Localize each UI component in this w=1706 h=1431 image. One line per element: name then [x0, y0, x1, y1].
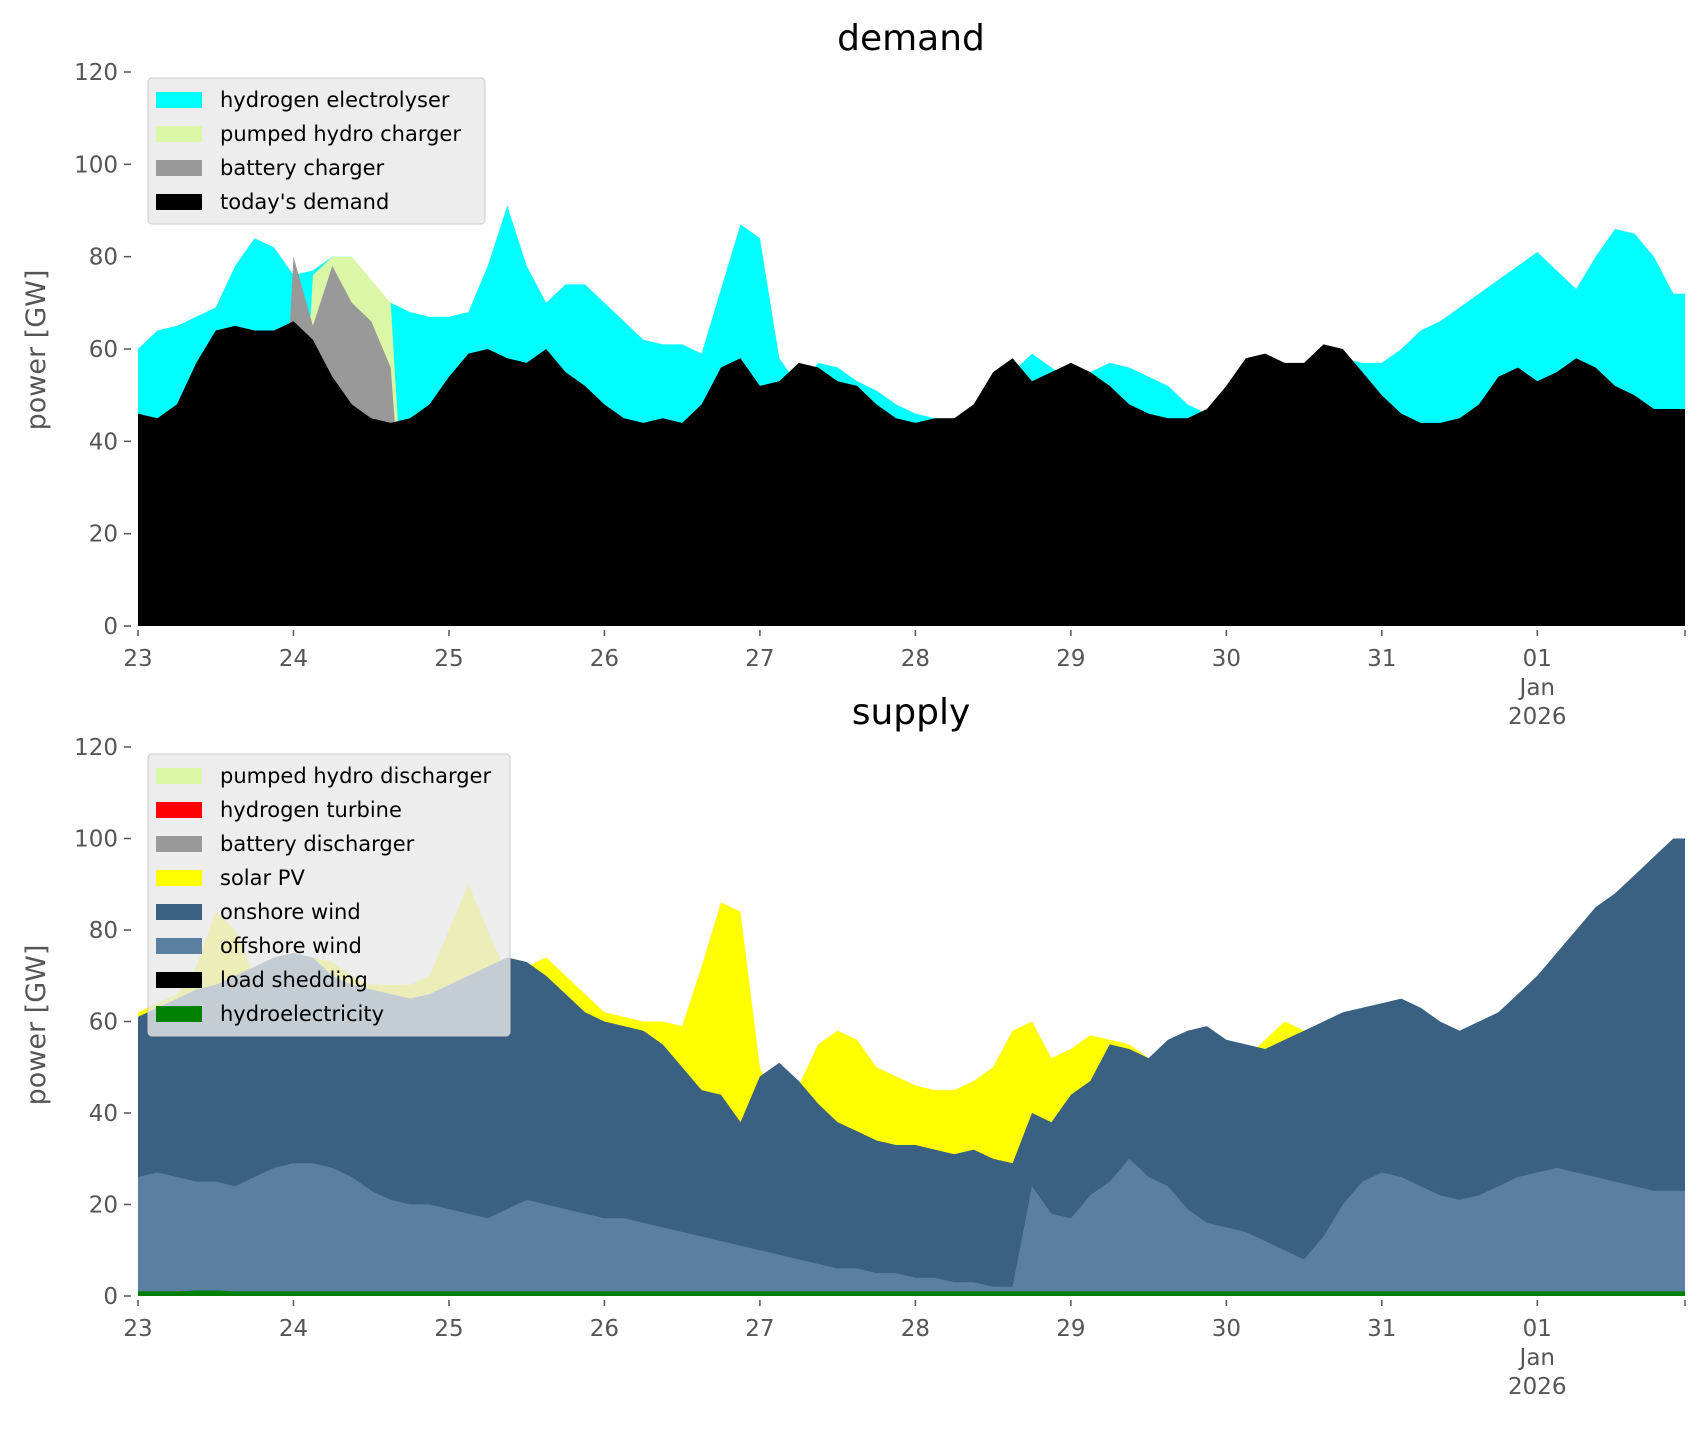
- x-tick-label: 25: [434, 646, 463, 672]
- legend-swatch-pumped-hydro-charger: [156, 126, 202, 142]
- x-tick-label: 29: [1056, 646, 1085, 672]
- y-tick-label: 0: [103, 1284, 118, 1310]
- x-tick-month-label: Jan: [1518, 1345, 1555, 1371]
- demand-areas: [138, 205, 1685, 626]
- x-tick-label: 30: [1212, 1316, 1241, 1342]
- area-today-s-demand: [138, 321, 1685, 626]
- y-tick-label: 20: [89, 522, 118, 548]
- legend-box: [147, 77, 486, 225]
- x-tick-label: 24: [279, 646, 308, 672]
- supply-legend: pumped hydro discharger hydrogen turbine b…: [147, 753, 511, 1037]
- x-tick-label: 26: [590, 646, 619, 672]
- x-tick-label: 01: [1523, 646, 1552, 672]
- y-tick-label: 60: [89, 1010, 118, 1036]
- supply-title: supply: [852, 692, 971, 733]
- y-tick-label: 100: [74, 827, 118, 853]
- x-tick-label: 23: [123, 1316, 152, 1342]
- x-tick-month-label: Jan: [1518, 675, 1555, 701]
- y-tick-label: 60: [89, 337, 118, 363]
- x-tick-year-label: 2026: [1508, 1374, 1567, 1400]
- demand-y-axis: 0 20 40 60 80 100 120: [74, 60, 131, 640]
- y-tick-label: 100: [74, 152, 118, 178]
- x-tick-label: 01: [1523, 1316, 1552, 1342]
- supply-y-axis-label: power [GW]: [21, 945, 52, 1106]
- legend-swatch-load-shedding: [156, 972, 202, 988]
- x-tick-label: 29: [1056, 1316, 1085, 1342]
- legend-label-onshore-wind: onshore wind: [220, 900, 361, 924]
- legend-label-load-shedding: load shedding: [220, 968, 368, 992]
- legend-label-pumped-hydro-charger: pumped hydro charger: [220, 122, 461, 146]
- x-tick-label: 31: [1367, 646, 1396, 672]
- supply-y-axis: 0 20 40 60 80 100 120: [74, 735, 131, 1310]
- legend-swatch-hydrogen-turbine: [156, 802, 202, 818]
- legend-swatch-solar-pv: [156, 870, 202, 886]
- supply-areas: [138, 838, 1685, 1296]
- area-offshore-wind: [138, 1158, 1685, 1296]
- demand-panel: demand 0 20 40 60 80 100 120 23 24 25 26 27 28 29 30 3…: [21, 18, 1686, 730]
- legend-label-hydrogen-turbine: hydrogen turbine: [220, 798, 402, 822]
- legend-label-pumped-hydro-discharger: pumped hydro discharger: [220, 764, 491, 788]
- y-tick-label: 40: [89, 429, 118, 455]
- legend-label-battery-charger: battery charger: [220, 156, 385, 180]
- x-tick-label: 27: [745, 1316, 774, 1342]
- x-tick-label: 24: [279, 1316, 308, 1342]
- y-tick-label: 120: [74, 60, 118, 86]
- y-tick-label: 80: [89, 245, 118, 271]
- demand-legend: hydrogen electrolyser pumped hydro charge…: [147, 77, 486, 225]
- x-tick-label: 25: [434, 1316, 463, 1342]
- legend-swatch-hydroelectricity: [156, 1006, 202, 1022]
- y-tick-label: 0: [103, 614, 118, 640]
- y-tick-label: 20: [89, 1193, 118, 1219]
- supply-panel: supply 0 20 40 60 80 100 120 23 24 25 26 27 28 29 30 3…: [21, 692, 1686, 1400]
- demand-x-axis: 23 24 25 26 27 28 29 30 31 01 Jan 2026: [123, 630, 1686, 730]
- x-tick-label: 23: [123, 646, 152, 672]
- legend-swatch-battery-charger: [156, 160, 202, 176]
- x-tick-label: 26: [590, 1316, 619, 1342]
- legend-swatch-battery-discharger: [156, 836, 202, 852]
- y-tick-label: 40: [89, 1101, 118, 1127]
- y-tick-label: 80: [89, 918, 118, 944]
- x-tick-label: 27: [745, 646, 774, 672]
- demand-title: demand: [837, 18, 985, 59]
- x-tick-label: 31: [1367, 1316, 1396, 1342]
- area-onshore-wind: [138, 838, 1685, 1296]
- legend-label-offshore-wind: offshore wind: [220, 934, 362, 958]
- legend-swatch-pumped-hydro-discharger: [156, 768, 202, 784]
- y-tick-label: 120: [74, 735, 118, 761]
- legend-box: [147, 753, 511, 1037]
- legend-label-today-s-demand: today's demand: [220, 190, 389, 214]
- legend-label-battery-discharger: battery discharger: [220, 832, 415, 856]
- legend-label-solar-pv: solar PV: [220, 866, 305, 890]
- legend-swatch-onshore-wind: [156, 904, 202, 920]
- legend-swatch-today-s-demand: [156, 194, 202, 210]
- legend-label-hydrogen-electrolyser: hydrogen electrolyser: [220, 88, 450, 112]
- legend-swatch-hydrogen-electrolyser: [156, 92, 202, 108]
- area-hydroelectricity: [138, 1290, 1685, 1296]
- legend-label-hydroelectricity: hydroelectricity: [220, 1002, 384, 1026]
- x-tick-label: 28: [901, 1316, 930, 1342]
- legend-swatch-offshore-wind: [156, 938, 202, 954]
- x-tick-label: 28: [901, 646, 930, 672]
- demand-y-axis-label: power [GW]: [21, 270, 52, 431]
- x-tick-label: 30: [1212, 646, 1241, 672]
- supply-x-axis: 23 24 25 26 27 28 29 30 31 01 Jan 2026: [123, 1300, 1686, 1400]
- x-tick-year-label: 2026: [1508, 704, 1567, 730]
